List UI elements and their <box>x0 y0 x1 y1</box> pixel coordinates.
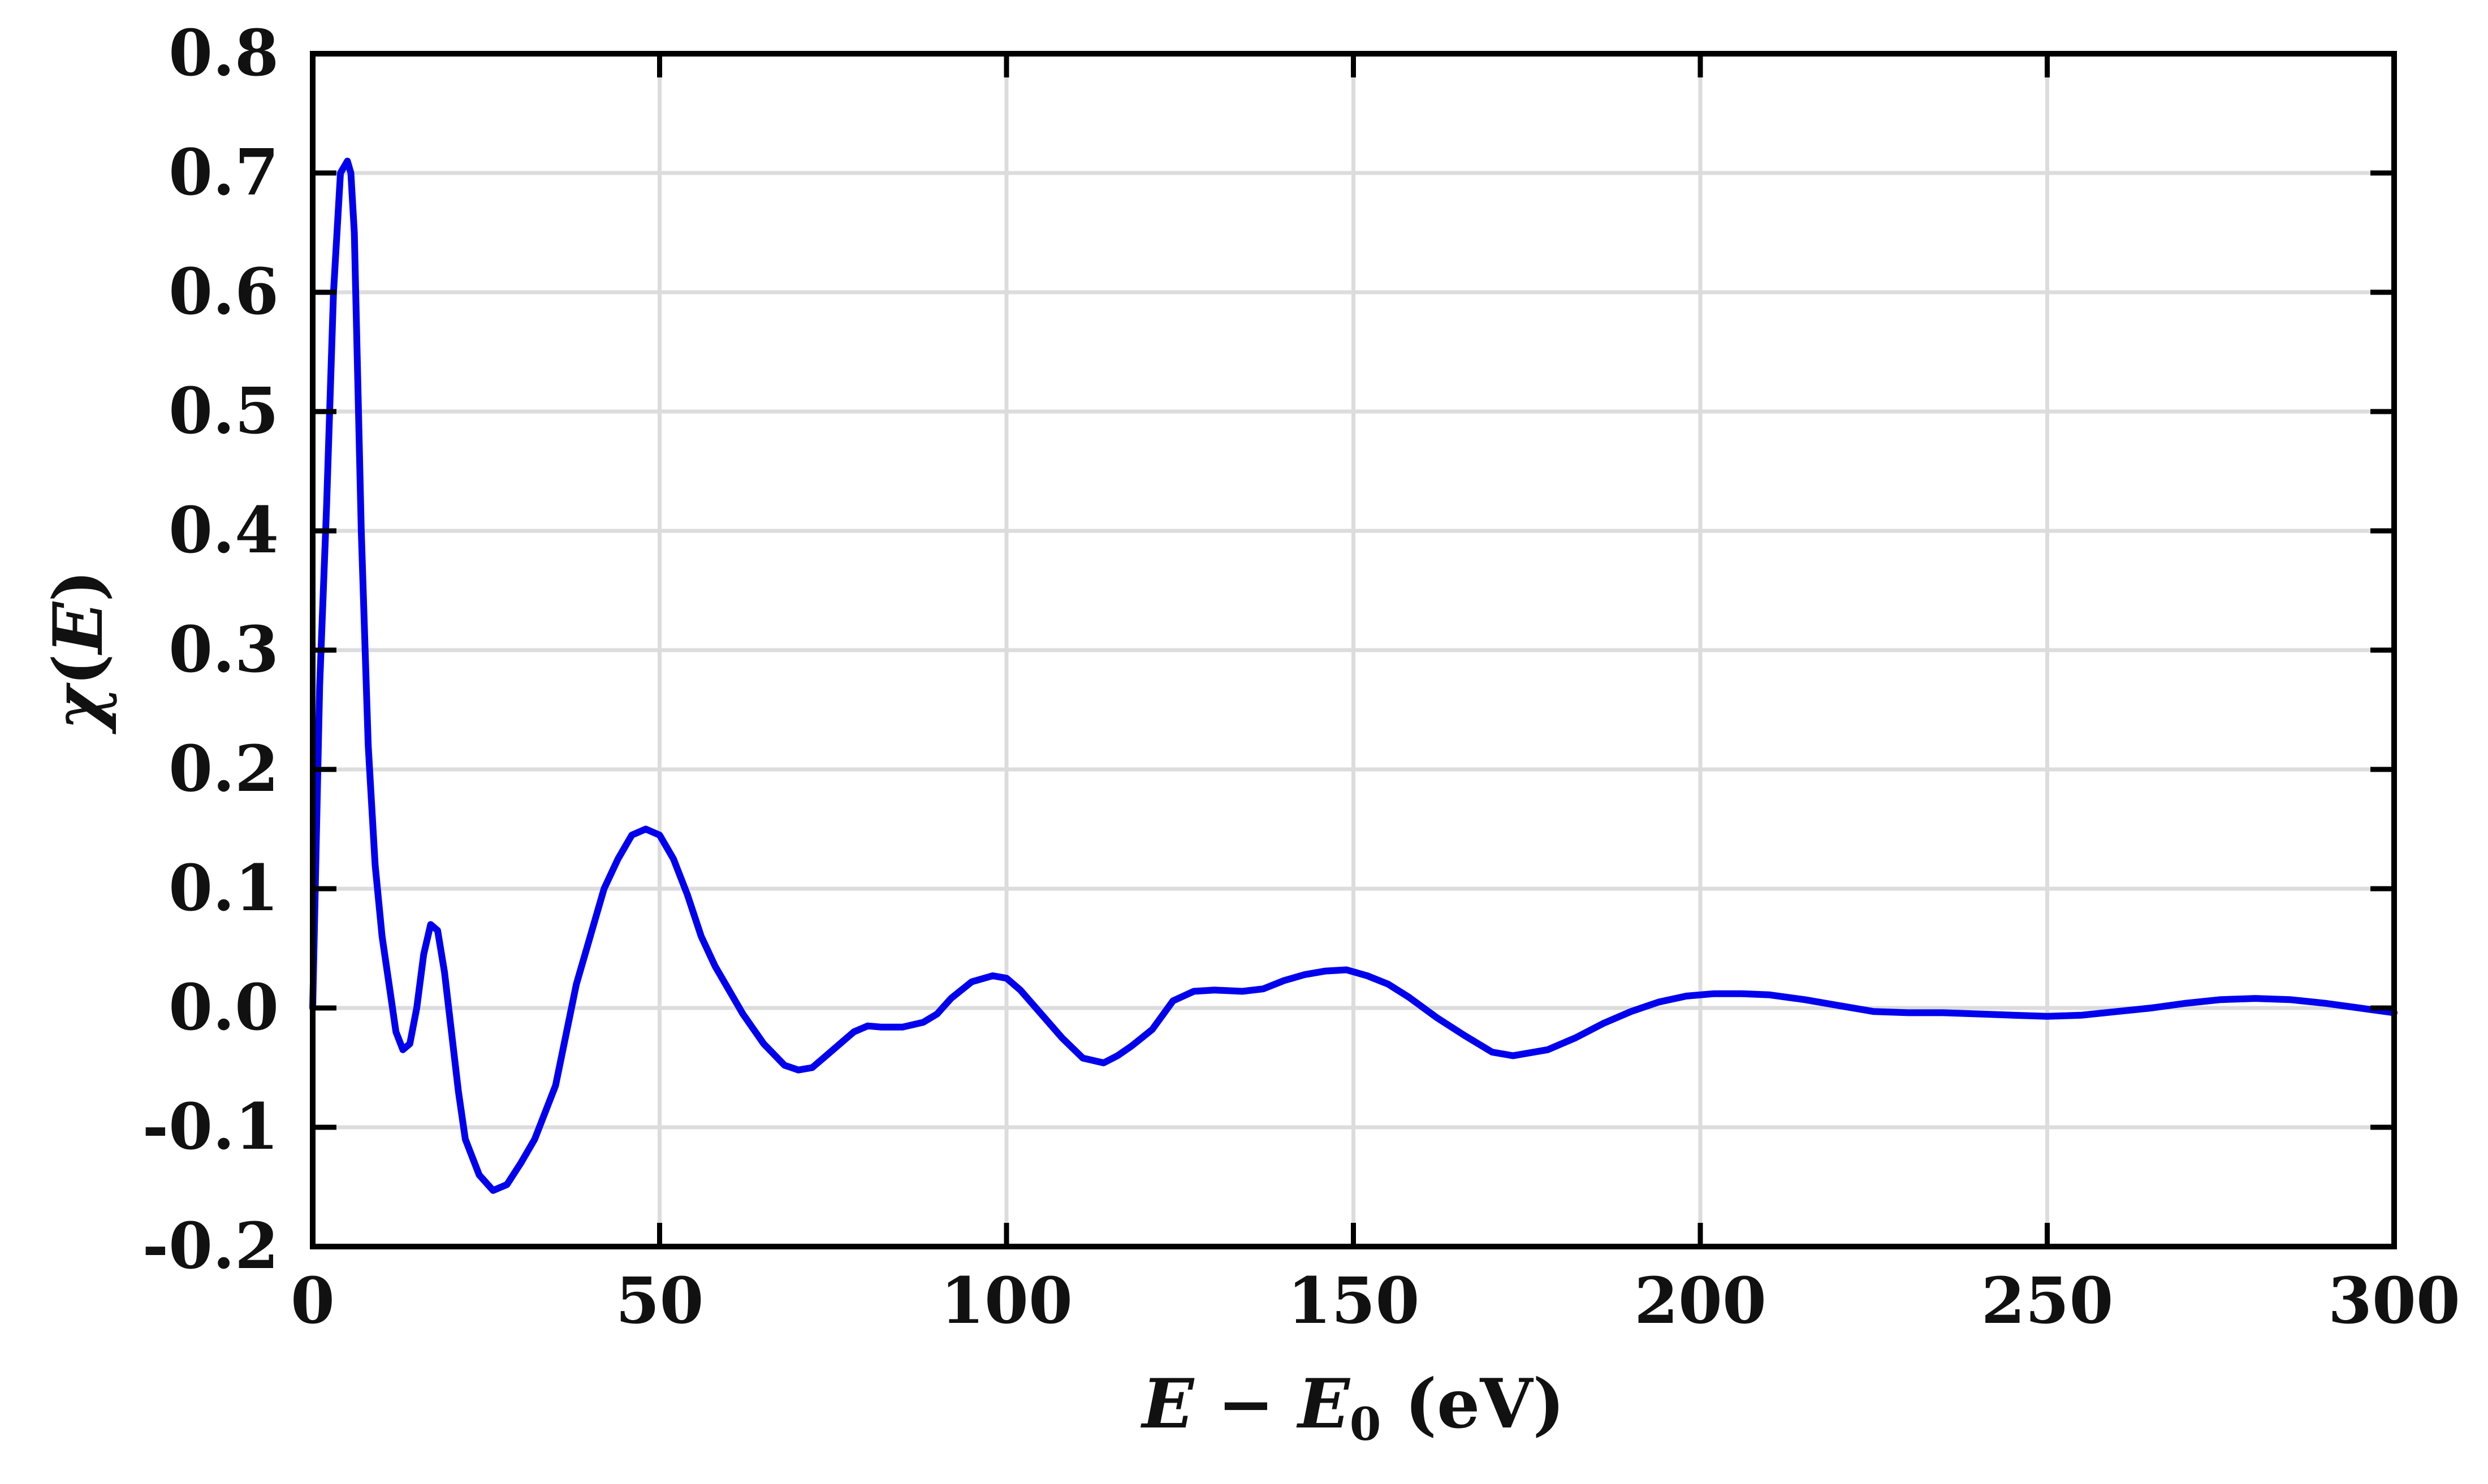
ticks <box>310 51 2397 1249</box>
x-axis-label-var: E <box>1141 1364 1195 1444</box>
y-axis-label: χ(E) <box>38 570 118 734</box>
y-tick-label: 0.6 <box>169 255 279 329</box>
x-axis-label: E − E0 (eV) <box>1141 1364 1565 1451</box>
x-axis-label-var2: E <box>1296 1364 1350 1444</box>
y-tick-label: 0.5 <box>169 374 279 448</box>
y-tick-label: 0.0 <box>169 971 279 1045</box>
series-line-1 <box>309 157 2398 1194</box>
y-axis-label-open: ( <box>38 654 118 686</box>
x-axis-label-unit: (eV) <box>1381 1364 1565 1444</box>
series-layer <box>309 157 2398 1194</box>
x-tick-label: 250 <box>1981 1264 2114 1338</box>
y-tick-label: 0.3 <box>169 613 279 687</box>
x-tick-label: 150 <box>1288 1264 1420 1338</box>
x-tick-label: 50 <box>616 1264 704 1338</box>
y-axis-label-chi: χ <box>38 682 118 734</box>
grid <box>313 54 2394 1247</box>
x-tick-label: 300 <box>2328 1264 2460 1338</box>
x-tick-label: 0 <box>291 1264 335 1338</box>
y-tick-label: 0.8 <box>169 16 279 90</box>
y-tick-label: 0.2 <box>169 732 279 806</box>
x-axis-label-minus: − <box>1194 1364 1298 1444</box>
x-tick-label: 100 <box>940 1264 1073 1338</box>
y-tick-label: -0.1 <box>142 1090 279 1164</box>
y-tick-label: 0.4 <box>169 494 279 568</box>
tick-labels: 0 50 100 150 200 250 300 -0.2 -0.1 0.0 0.1 0.2 0.3 0.… <box>142 16 2460 1338</box>
y-axis-label-var: E <box>38 601 118 655</box>
y-axis-label-close: ) <box>38 570 118 602</box>
y-tick-label: -0.2 <box>142 1209 279 1283</box>
x-tick-label: 200 <box>1634 1264 1766 1338</box>
x-axis-label-subscript: 0 <box>1350 1398 1381 1451</box>
y-tick-label: 0.7 <box>169 136 279 210</box>
y-tick-label: 0.1 <box>169 851 279 925</box>
